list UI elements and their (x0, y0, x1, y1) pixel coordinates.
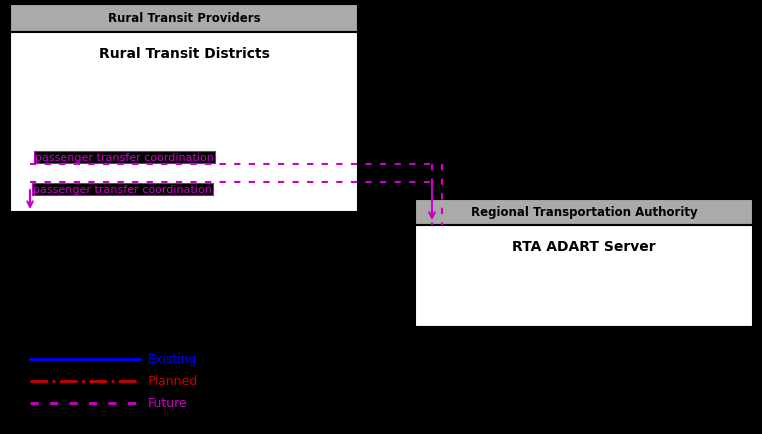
Text: Rural Transit Providers: Rural Transit Providers (107, 13, 261, 26)
Text: Planned: Planned (148, 375, 198, 388)
Bar (10, 33, 358, 213)
Bar (415, 226, 753, 327)
Bar (10, 5, 358, 33)
Text: Future: Future (148, 397, 187, 410)
Text: passenger transfer coordination: passenger transfer coordination (35, 153, 214, 163)
Bar (415, 200, 753, 226)
Text: Existing: Existing (148, 353, 197, 366)
Text: Rural Transit Districts: Rural Transit Districts (98, 47, 270, 61)
Text: RTA ADART Server: RTA ADART Server (512, 240, 656, 253)
Text: passenger transfer coordination: passenger transfer coordination (33, 184, 212, 194)
Text: Regional Transportation Authority: Regional Transportation Authority (471, 206, 697, 219)
